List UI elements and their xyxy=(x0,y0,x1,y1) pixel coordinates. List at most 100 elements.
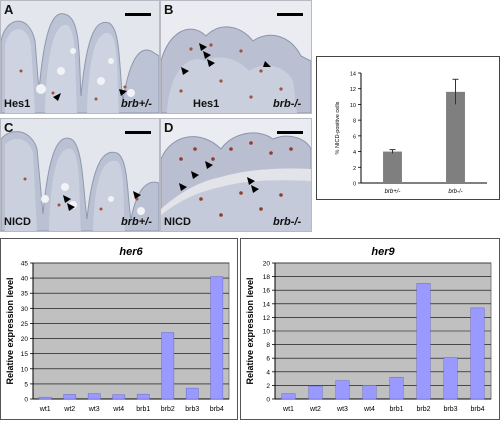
micrograph-a-tissue xyxy=(1,1,159,113)
chart-g-bar xyxy=(308,385,323,400)
micrograph-d-tissue xyxy=(161,119,311,231)
chart-g-bar xyxy=(281,393,296,400)
scale-bar-d xyxy=(277,131,303,134)
chart-f-bar xyxy=(210,276,224,400)
chart-f-ytick-label: 5 xyxy=(24,381,28,388)
chart-f-ytick-label: 0 xyxy=(24,397,28,404)
chart-e-category-label: brb+/- xyxy=(385,189,401,195)
chart-f-ylabel: Relative expression level xyxy=(5,277,15,384)
chart-f: 0 5 10 15 20 25 30 35 40 45 wt1 wt2 wt3 wt4 brb1 brb2 br… xyxy=(5,246,230,413)
micrograph-c: C NICD brb+/- xyxy=(0,118,160,232)
chart-e-bar xyxy=(446,91,465,183)
chart-e-ytick-label: 14 xyxy=(350,72,356,78)
chart-g-bar xyxy=(443,357,458,400)
chart-g-category-label: brb1 xyxy=(389,406,403,413)
chart-g-category-label: brb4 xyxy=(470,406,484,413)
chart-g-ytick-label: 16 xyxy=(263,288,271,295)
chart-g: 0 2 4 6 8 10 12 14 16 18 20 wt1 wt2 wt3 wt4 brb1 brb2 brb… xyxy=(245,246,492,413)
chart-f-category-label: wt3 xyxy=(88,406,100,413)
chart-e-category-label: brb-/- xyxy=(448,189,462,195)
chart-f-ytick-label: 10 xyxy=(21,366,29,373)
chart-e-ylabel: % NICD-positive cells xyxy=(335,101,341,154)
chart-f-title: her6 xyxy=(119,246,143,258)
chart-f-category-label: brb2 xyxy=(161,406,175,413)
genotype-label-b: brb-/- xyxy=(273,98,302,110)
chart-e-ytick-label: 6 xyxy=(353,134,356,140)
chart-f-bar xyxy=(112,394,126,400)
chart-f-ytick-label: 45 xyxy=(21,261,29,268)
chart-f-plot-area xyxy=(32,262,230,400)
chart-f-box: 0 5 10 15 20 25 30 35 40 45 wt1 wt2 wt3 wt4 brb1 brb2 br… xyxy=(0,238,238,420)
genotype-label-d: brb-/- xyxy=(273,216,302,228)
chart-g-ytick-label: 12 xyxy=(263,315,271,322)
chart-e-ytick-label: 12 xyxy=(350,87,356,93)
chart-f-bar xyxy=(63,394,77,400)
chart-f-category-label: brb3 xyxy=(185,406,199,413)
chart-f-ytick-label: 35 xyxy=(21,291,29,298)
chart-f-ytick-label: 40 xyxy=(21,276,29,283)
stain-label-d: NICD xyxy=(164,216,191,228)
micrograph-c-tissue xyxy=(1,119,159,231)
panel-letter-d: D xyxy=(164,120,174,135)
chart-f-bar xyxy=(161,332,175,400)
chart-e-ytick-label: 2 xyxy=(353,166,356,172)
chart-g-ytick-label: 14 xyxy=(263,301,271,308)
chart-g-ytick-label: 8 xyxy=(266,342,270,349)
chart-g-ytick-label: 4 xyxy=(266,369,270,376)
panel-letter-a: A xyxy=(4,2,14,17)
chart-f-ytick-label: 30 xyxy=(21,306,29,313)
chart-e-ytick-label: 8 xyxy=(353,119,356,125)
scale-bar-a xyxy=(125,13,151,16)
chart-g-title: her9 xyxy=(371,246,395,258)
panel-letter-c: C xyxy=(4,120,14,135)
chart-g-bar xyxy=(362,385,377,400)
chart-e-ytick-label: 4 xyxy=(353,150,356,156)
chart-f-category-label: brb1 xyxy=(136,406,150,413)
panel-letter-b: B xyxy=(164,2,174,17)
chart-f-ytick-label: 15 xyxy=(21,351,29,358)
genotype-label-a: brb+/- xyxy=(121,98,152,110)
chart-g-box: 0 2 4 6 8 10 12 14 16 18 20 wt1 wt2 wt3 wt4 brb1 brb2 brb… xyxy=(240,238,500,420)
chart-f-category-label: wt2 xyxy=(63,406,75,413)
micrograph-d: D NICD brb-/- xyxy=(160,118,312,232)
chart-g-ylabel: Relative expression level xyxy=(245,277,255,384)
chart-g-ytick-label: 2 xyxy=(266,383,270,390)
chart-f-bar xyxy=(136,393,150,400)
chart-e: 0 2 4 6 8 10 12 14 brb+/- brb-/- % NICD-positive c… xyxy=(335,72,487,195)
chart-g-category-label: brb3 xyxy=(443,406,457,413)
chart-f-bar xyxy=(185,387,199,400)
chart-e-ytick-label: 0 xyxy=(353,182,356,188)
micrograph-b: B Hes1 brb-/- xyxy=(160,0,312,114)
chart-g-bar xyxy=(470,307,485,400)
chart-f-category-label: brb4 xyxy=(210,406,224,413)
scale-bar-c xyxy=(125,131,151,134)
chart-g-ytick-label: 18 xyxy=(263,274,271,281)
micrograph-a: A Hes1 brb+/- xyxy=(0,0,160,114)
chart-g-bar xyxy=(335,380,350,400)
stain-label-a: Hes1 xyxy=(4,98,31,110)
chart-g-bar xyxy=(389,376,404,400)
chart-g-category-label: wt3 xyxy=(336,406,348,413)
chart-g-category-label: wt2 xyxy=(309,406,321,413)
chart-f-bar xyxy=(87,393,101,400)
chart-f-category-label: wt4 xyxy=(112,406,124,413)
chart-f-category-label: wt1 xyxy=(39,406,51,413)
chart-g-ytick-label: 20 xyxy=(263,261,271,268)
stain-label-b: Hes1 xyxy=(193,98,220,110)
chart-g-bar xyxy=(416,283,431,400)
chart-e-box: 0 2 4 6 8 10 12 14 brb+/- brb-/- % NICD-positive c… xyxy=(316,56,500,200)
chart-g-category-label: wt4 xyxy=(363,406,375,413)
stain-label-c: NICD xyxy=(4,216,31,228)
micrograph-b-tissue xyxy=(161,1,311,113)
chart-f-ytick-label: 20 xyxy=(21,336,29,343)
chart-g-ytick-label: 0 xyxy=(266,397,270,404)
chart-e-bar xyxy=(383,151,402,183)
scale-bar-b xyxy=(277,13,303,16)
chart-f-ytick-label: 25 xyxy=(21,321,29,328)
chart-g-ytick-label: 10 xyxy=(263,329,271,336)
chart-g-ytick-label: 6 xyxy=(266,356,270,363)
chart-g-category-label: wt1 xyxy=(282,406,294,413)
chart-g-category-label: brb2 xyxy=(416,406,430,413)
chart-e-plot-area xyxy=(361,73,487,183)
chart-f-bar xyxy=(38,396,52,400)
